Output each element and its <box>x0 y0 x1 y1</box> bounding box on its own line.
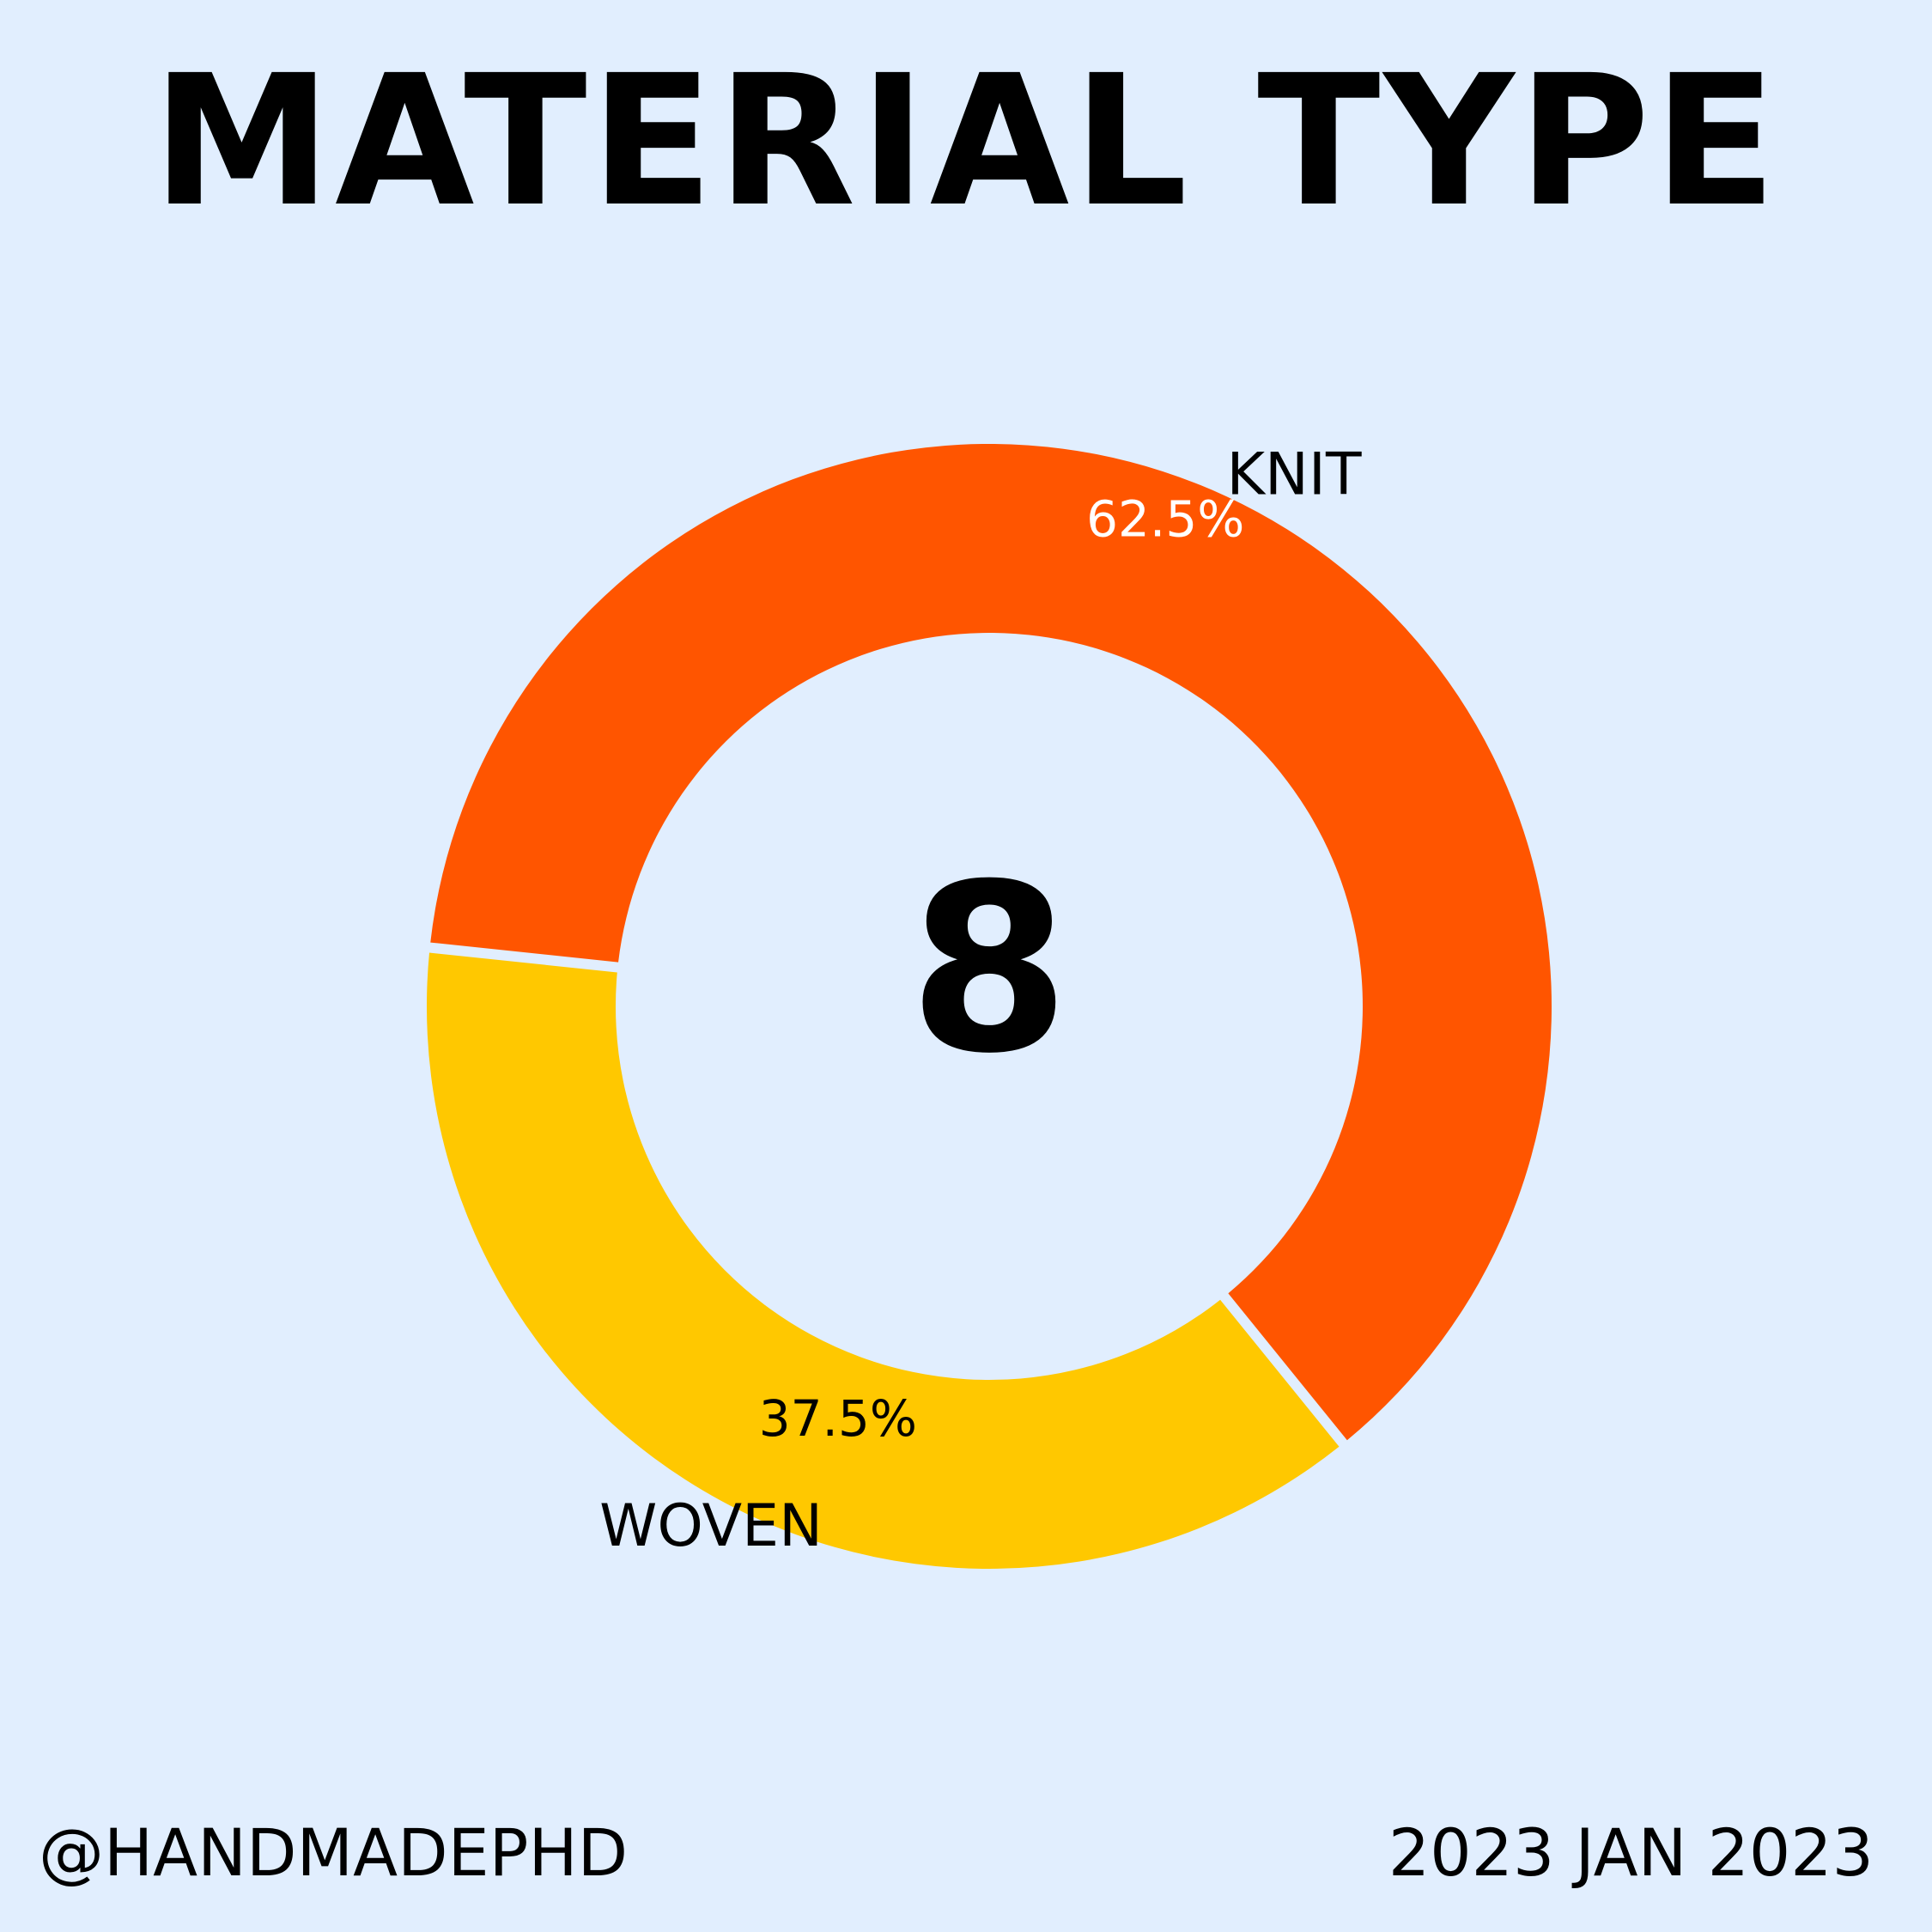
value-label-woven: 37.5% <box>759 1389 917 1448</box>
category-label-knit: KNIT <box>1226 441 1362 509</box>
footer-date: 2023 JAN 2023 <box>1388 1814 1874 1891</box>
category-label-woven: WOVEN <box>599 1492 823 1560</box>
footer-handle: @HANDMADEPHD <box>39 1814 629 1891</box>
value-label-knit: 62.5% <box>1086 489 1244 548</box>
slice-knit <box>430 443 1552 1441</box>
center-total-label: 8 <box>908 834 1070 1104</box>
chart-title: MATERIAL TYPE <box>152 36 1780 246</box>
slice-woven <box>426 952 1340 1569</box>
